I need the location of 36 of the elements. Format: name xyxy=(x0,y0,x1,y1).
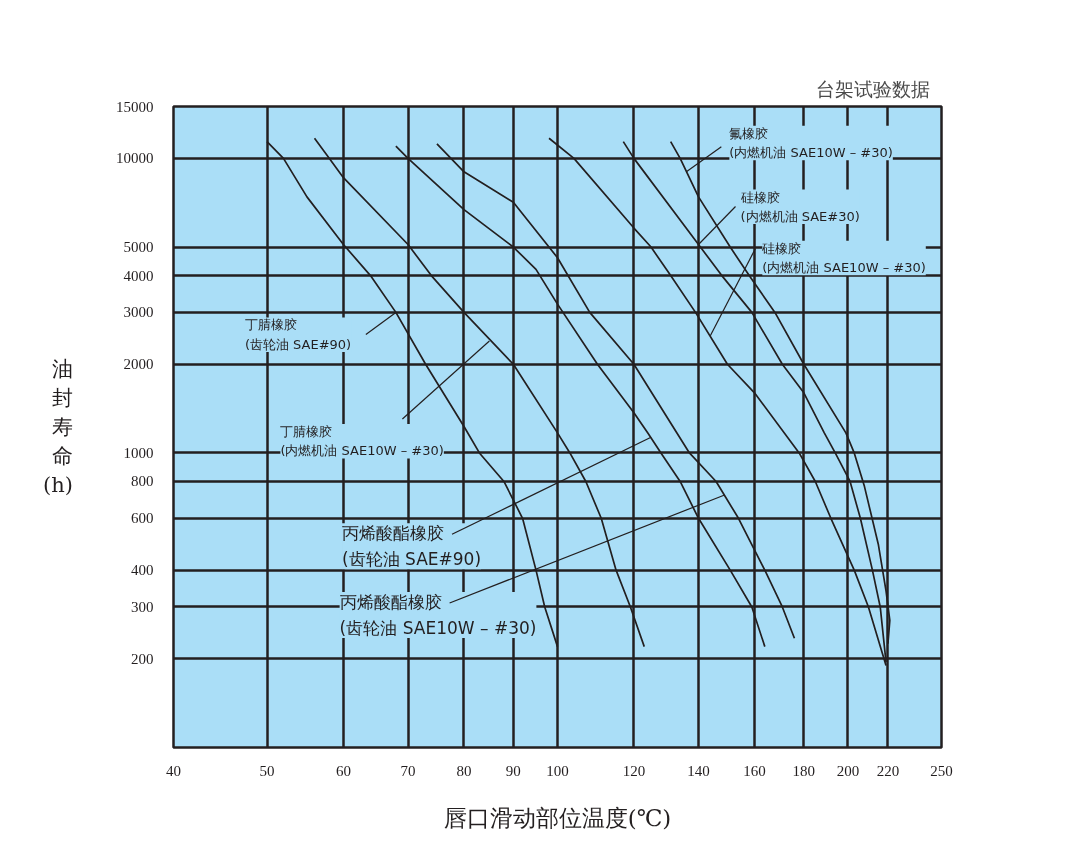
annotation: 丙烯酸酯橡胶 (齿轮油 SAE#90) xyxy=(342,523,482,570)
x-tick-label: 120 xyxy=(622,762,646,779)
annotation: 丁腈橡胶 (内燃机油 SAE10W – #30) xyxy=(280,423,444,459)
y-tick-label: 200 xyxy=(131,650,154,667)
x-tick-label: 80 xyxy=(456,762,472,779)
annotation: 硅橡胶 (内燃机油 SAE#30) xyxy=(739,189,860,225)
x-tick-label: 200 xyxy=(836,762,860,779)
y-tick-label: 800 xyxy=(131,473,154,490)
y-tick-label: 2000 xyxy=(123,356,154,373)
y-tick-label: 10000 xyxy=(116,150,154,167)
annotation: 硅橡胶 (内燃机油 SAE10W – #30) xyxy=(761,240,926,276)
x-tick-label: 90 xyxy=(505,762,521,779)
x-tick-label: 160 xyxy=(743,762,766,779)
annotation: 丙烯酸酯橡胶 (齿轮油 SAE10W – #30) xyxy=(339,591,537,638)
x-tick-label: 140 xyxy=(687,762,710,779)
annotation: 氟橡胶 (内燃机油 SAE10W – #30) xyxy=(729,125,893,161)
x-tick-label: 220 xyxy=(876,762,900,779)
x-tick-label: 250 xyxy=(930,762,953,779)
chart-title: 台架试验数据 xyxy=(815,77,930,100)
x-tick-label: 50 xyxy=(259,762,275,779)
x-tick-label: 40 xyxy=(166,762,181,779)
x-tick-label: 100 xyxy=(546,762,569,779)
y-tick-label: 400 xyxy=(131,562,154,579)
y-tick-label: 600 xyxy=(131,510,154,527)
x-tick-label: 60 xyxy=(335,762,351,779)
x-axis-title: 唇口滑动部位温度(℃) xyxy=(443,804,672,831)
y-tick-label: 300 xyxy=(131,598,154,615)
y-tick-label: 15000 xyxy=(116,98,154,115)
y-tick-label: 4000 xyxy=(123,267,154,284)
x-tick-label: 180 xyxy=(792,762,816,779)
annotation: 丁腈橡胶 (齿轮油 SAE#90) xyxy=(244,317,352,352)
y-axis-title: 油封寿命(h) xyxy=(43,357,74,497)
x-tick-label: 70 xyxy=(400,762,416,779)
y-tick-label: 1000 xyxy=(123,444,154,461)
y-tick-label: 3000 xyxy=(123,304,154,321)
y-tick-label: 5000 xyxy=(123,239,154,256)
